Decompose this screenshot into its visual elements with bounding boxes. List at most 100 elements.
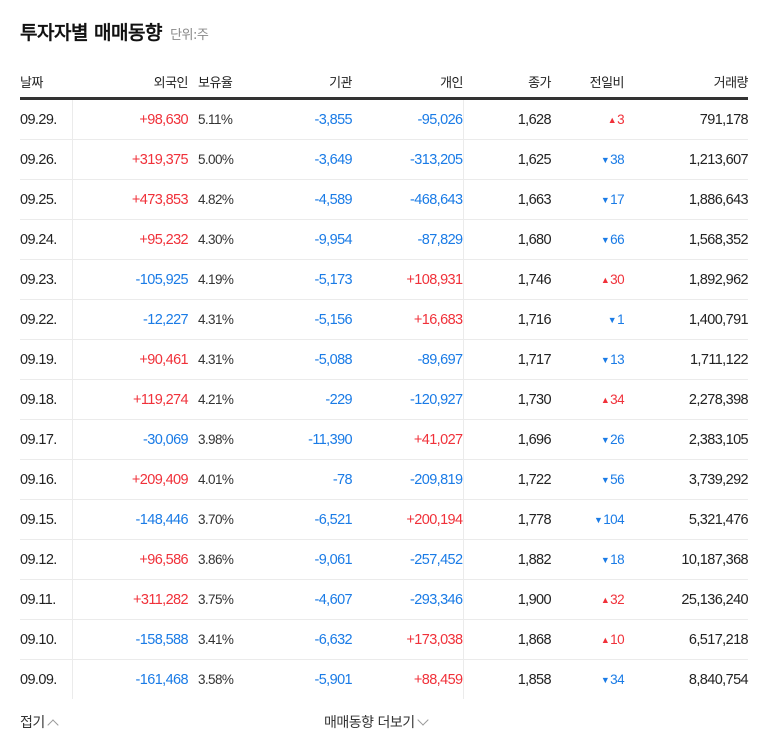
close-price-cell: 1,625 (463, 139, 552, 180)
volume-cell: 25,136,240 (624, 579, 749, 620)
collapse-label: 접기 (20, 715, 45, 731)
table-row: 09.16. +209,409 4.01% -78 -209,819 1,722 ▼56 3,… (20, 459, 749, 500)
change-cell: ▼66 (551, 219, 625, 260)
table-row: 09.09. -161,468 3.58% -5,901 +88,459 1,858 ▼34… (20, 659, 749, 700)
foreign-net-cell: -30,069 (72, 419, 189, 460)
foreign-net-cell: -161,468 (135, 671, 189, 688)
close-price-cell: 1,628 (463, 98, 552, 140)
volume-cell: 3,739,292 (624, 459, 749, 500)
foreign-net-cell: +96,586 (72, 539, 189, 580)
close-price-cell: 1,882 (463, 539, 552, 580)
col-institution: 기관 (268, 66, 353, 100)
individual-net-cell: +16,683 (352, 299, 464, 340)
volume-cell: 1,400,791 (624, 299, 749, 340)
change-value: 13 (610, 352, 624, 367)
holding-ratio-cell: 3.70% (188, 499, 268, 540)
table-row: 09.25. +473,853 4.82% -4,589 -468,643 1,663 ▼1… (20, 179, 749, 220)
date-cell: 09.23. (20, 259, 73, 300)
col-close: 종가 (463, 66, 552, 100)
date-cell: 09.18. (20, 379, 73, 420)
more-trading-button[interactable]: 매매동향 더보기 (324, 712, 429, 732)
date-cell: 09.24. (20, 219, 73, 260)
foreign-net-cell: +119,274 (72, 379, 189, 420)
date-cell: 09.17. (20, 419, 73, 460)
change-cell: ▼18 (551, 539, 625, 580)
change-value: 56 (610, 472, 624, 487)
collapse-button[interactable]: 접기 (20, 712, 59, 732)
table-row: 09.10. -158,588 3.41% -6,632 +173,038 1,868 ▲1… (20, 619, 749, 660)
col-date: 날짜 (20, 66, 72, 100)
institution-net-cell: -3,649 (268, 139, 353, 180)
table-row: 09.17. -30,069 3.98% -11,390 +41,027 1,696 ▼26… (20, 419, 749, 460)
holding-ratio-cell: 3.98% (188, 419, 268, 460)
institution-net-cell: -6,521 (268, 499, 353, 540)
volume-cell: 1,892,962 (624, 259, 749, 300)
close-price-cell: 1,696 (463, 419, 552, 460)
change-value: 34 (610, 672, 624, 687)
triangle-down-icon: ▼ (600, 235, 610, 245)
individual-net-cell: -468,643 (352, 179, 464, 220)
individual-net-cell: +108,931 (352, 259, 464, 300)
individual-net-cell: +88,459 (352, 659, 464, 699)
foreign-net-cell: -12,227 (72, 299, 189, 340)
investor-trading-table: 날짜 외국인 보유율 기관 개인 종가 전일비 거래량 09.29. +98,63… (20, 66, 749, 700)
triangle-down-icon: ▼ (600, 355, 610, 365)
holding-ratio-cell: 3.58% (198, 672, 234, 687)
volume-cell: 1,213,607 (624, 139, 749, 180)
change-cell: ▼13 (551, 339, 625, 380)
individual-net-cell: -257,452 (352, 539, 464, 580)
change-cell: ▼34 (551, 660, 625, 700)
table-row: 09.12. +96,586 3.86% -9,061 -257,452 1,882 ▼18… (20, 539, 749, 580)
holding-ratio-cell: 5.11% (188, 98, 268, 140)
date-cell: 09.25. (20, 179, 73, 220)
holding-ratio-cell: 4.31% (188, 339, 268, 380)
institution-net-cell: -3,855 (268, 98, 353, 140)
foreign-net-cell: +319,375 (72, 139, 189, 180)
foreign-net-cell: -148,446 (72, 499, 189, 540)
holding-ratio-cell: 4.30% (188, 219, 268, 260)
change-cell: ▼104 (551, 499, 625, 540)
institution-net-cell: -9,954 (268, 219, 353, 260)
change-value: 32 (610, 592, 624, 607)
close-price-cell: 1,730 (463, 379, 552, 420)
volume-cell: 1,886,643 (624, 179, 749, 220)
table-row: 09.22. -12,227 4.31% -5,156 +16,683 1,716 ▼1 1,… (20, 299, 749, 340)
foreign-net-cell: +473,853 (72, 179, 189, 220)
change-value: 26 (610, 432, 624, 447)
table-row: 09.19. +90,461 4.31% -5,088 -89,697 1,717 ▼13 1… (20, 339, 749, 380)
volume-cell: 1,711,122 (624, 339, 749, 380)
change-value: 17 (610, 192, 624, 207)
close-price-cell: 1,680 (463, 219, 552, 260)
table-header: 날짜 외국인 보유율 기관 개인 종가 전일비 거래량 (20, 66, 749, 100)
triangle-up-icon: ▲ (607, 115, 617, 125)
triangle-down-icon: ▼ (600, 475, 610, 485)
change-cell: ▲32 (551, 579, 625, 620)
col-volume: 거래량 (624, 66, 749, 100)
triangle-up-icon: ▲ (600, 595, 610, 605)
close-price-cell: 1,716 (463, 299, 552, 340)
table-row: 09.11. +311,282 3.75% -4,607 -293,346 1,900 ▲3… (20, 579, 749, 620)
individual-net-cell: -87,829 (352, 219, 464, 260)
date-cell: 09.12. (20, 539, 73, 580)
volume-cell: 2,278,398 (624, 379, 749, 420)
col-individual: 개인 (352, 66, 464, 100)
triangle-down-icon: ▼ (607, 315, 617, 325)
date-cell: 09.22. (20, 299, 73, 340)
holding-ratio-cell: 3.75% (188, 579, 268, 620)
holding-ratio-cell: 5.00% (188, 139, 268, 180)
individual-net-cell: -89,697 (352, 339, 464, 380)
volume-cell: 6,517,218 (624, 619, 749, 660)
close-price-cell: 1,858 (517, 671, 552, 688)
table-row: 09.24. +95,232 4.30% -9,954 -87,829 1,680 ▼66 1… (20, 219, 749, 260)
triangle-up-icon: ▲ (600, 395, 610, 405)
date-cell: 09.09. (20, 659, 73, 699)
foreign-net-cell: +209,409 (72, 459, 189, 500)
foreign-net-cell: +95,232 (72, 219, 189, 260)
individual-net-cell: +41,027 (352, 419, 464, 460)
individual-net-cell: -293,346 (352, 579, 464, 620)
date-cell: 09.16. (20, 459, 73, 500)
individual-net-cell: +173,038 (352, 619, 464, 660)
institution-net-cell: -4,589 (268, 179, 353, 220)
chevron-down-icon (416, 714, 429, 726)
chevron-up-icon (47, 719, 59, 731)
